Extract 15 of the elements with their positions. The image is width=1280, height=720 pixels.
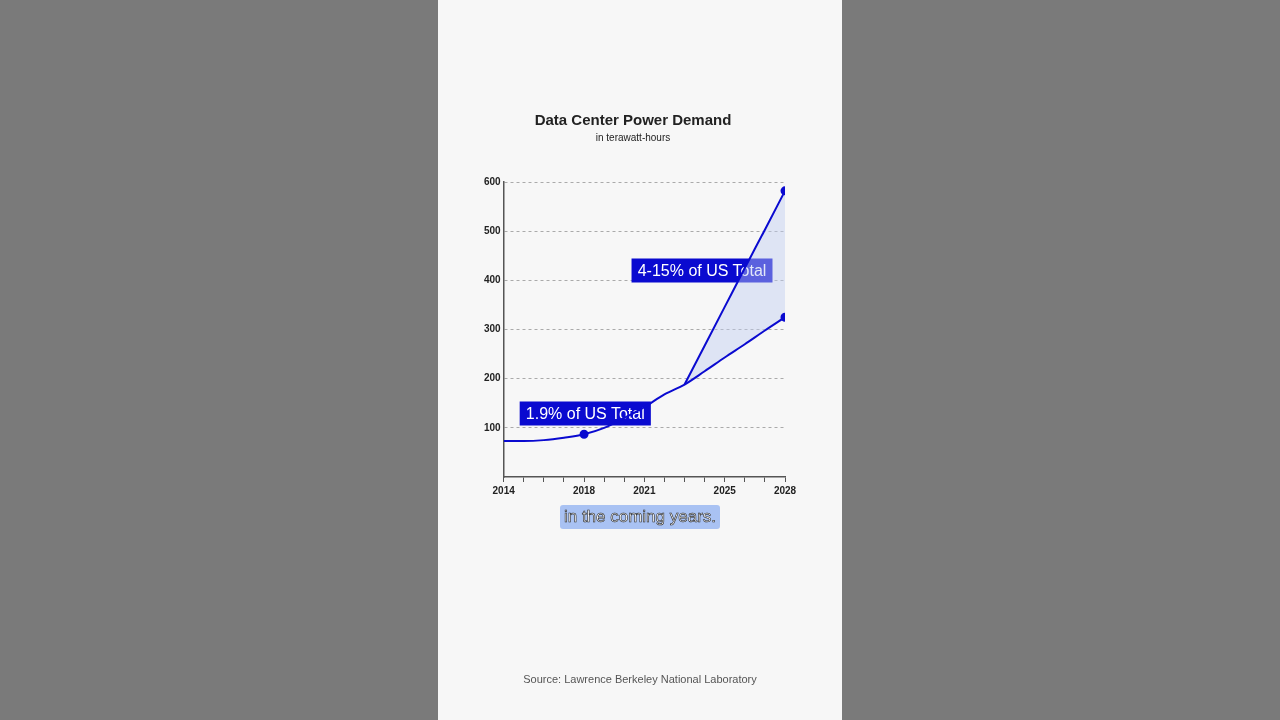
- chart-title: Data Center Power Demand: [534, 111, 732, 129]
- chart-subtitle: in terawatt-hours: [595, 131, 671, 143]
- y-tick-label: 500: [484, 224, 502, 236]
- y-tick-label: 200: [484, 372, 502, 384]
- y-tick-label: 400: [484, 274, 502, 286]
- y-tick-label: 600: [484, 175, 502, 187]
- y-tick-label: 300: [484, 323, 502, 335]
- x-tick-label: 2021: [633, 484, 656, 496]
- y-tick-label: 100: [484, 421, 502, 433]
- x-tick-label: 2025: [713, 484, 737, 496]
- source-note: Source: Lawrence Berkeley National Laboratory: [523, 673, 757, 685]
- x-tick-label: 2018: [572, 484, 596, 496]
- text: in the coming years.: [559, 505, 721, 529]
- x-tick-label: 2014: [492, 484, 516, 496]
- x-tick-label: 2028: [773, 484, 797, 496]
